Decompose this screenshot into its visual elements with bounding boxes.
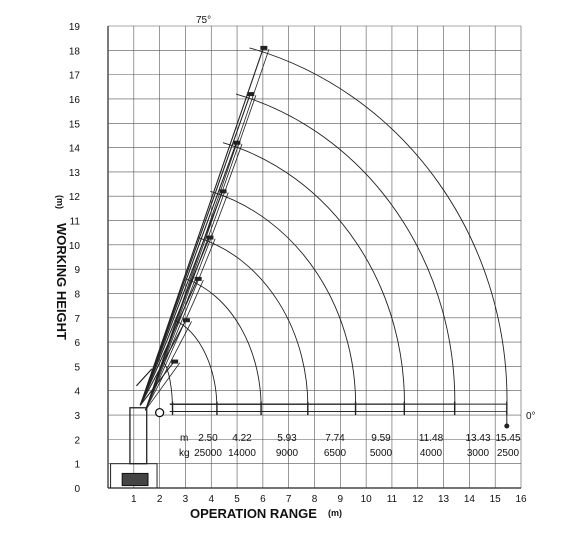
- raised-boom-section-edge: [145, 321, 192, 411]
- y-tick-label: 15: [69, 119, 81, 130]
- x-tick-label: 2: [157, 494, 163, 505]
- y-tick-label: 6: [74, 338, 80, 349]
- crane-column: [129, 407, 148, 465]
- tick-labels: 1 2 3 4 5 6 7 8 9 10 11 12 13 14 15 1601234567891011121…: [69, 22, 527, 505]
- x-tick-label: 5: [234, 494, 240, 505]
- raised-boom-tip: [260, 45, 268, 50]
- x-tick-label: 16: [515, 494, 527, 505]
- reach-value: 15.45: [495, 433, 520, 444]
- reach-value: 9.59: [371, 433, 391, 444]
- reach-arc: [185, 278, 262, 413]
- x-axis-title: OPERATION RANGE (m): [190, 506, 342, 521]
- x-tick-label: 13: [438, 494, 450, 505]
- y-tick-label: 12: [69, 192, 81, 203]
- raised-boom-section: [139, 191, 224, 406]
- boom-pivot: [154, 407, 165, 418]
- x-axis-label: OPERATION RANGE: [190, 506, 317, 521]
- reach-arc: [249, 47, 508, 413]
- raised-boom-tip: [219, 189, 227, 194]
- load-value: 5000: [370, 448, 393, 459]
- raised-boom-section-edge: [145, 362, 181, 411]
- x-tick-label: 10: [361, 494, 373, 505]
- y-tick-label: 19: [69, 22, 81, 33]
- x-tick-label: 7: [286, 494, 292, 505]
- x-tick-label: 9: [338, 494, 344, 505]
- grid: [107, 25, 522, 489]
- y-tick-label: 5: [74, 362, 80, 373]
- y-axis-unit: (m): [55, 195, 65, 209]
- x-tick-label: 4: [208, 494, 214, 505]
- y-tick-label: 7: [74, 314, 80, 325]
- reach-arc: [235, 93, 456, 413]
- reach-arcs: [162, 47, 508, 413]
- x-tick-label: 6: [260, 494, 266, 505]
- raised-boom-section: [139, 47, 264, 406]
- y-tick-label: 4: [74, 387, 80, 398]
- y-tick-label: 2: [74, 435, 80, 446]
- angle-bottom-label: 0°: [526, 411, 536, 422]
- x-tick-label: 8: [312, 494, 318, 505]
- y-tick-label: 17: [69, 71, 81, 82]
- reach-arc: [222, 142, 405, 413]
- raised-boom-tip: [194, 276, 202, 281]
- y-tick-label: 1: [74, 460, 80, 471]
- capacity-table: 2.50 4.22 5.93 7.74 9.59 11.48 13.43 15.45 25000…: [194, 433, 521, 459]
- reach-row-label: m: [180, 433, 188, 444]
- raised-boom-tip: [182, 318, 190, 323]
- raised-boom-section-edge: [145, 48, 270, 411]
- y-tick-label: 8: [74, 289, 80, 300]
- raised-boom-tip: [171, 359, 179, 364]
- angle-top-label: 75°: [196, 15, 211, 26]
- reach-value: 2.50: [198, 433, 218, 444]
- y-tick-label: 10: [69, 241, 81, 252]
- crane-outrigger-block: [121, 472, 149, 487]
- reach-arc: [197, 237, 309, 413]
- raised-boom-section-edge: [145, 95, 257, 411]
- y-tick-label: 0: [74, 484, 80, 495]
- x-tick-label: 12: [412, 494, 424, 505]
- x-tick-label: 11: [387, 494, 398, 505]
- raised-boom-section-edge: [145, 279, 204, 411]
- y-tick-label: 9: [74, 265, 80, 276]
- reach-value: 4.22: [232, 433, 252, 444]
- reach-value: 5.93: [277, 433, 297, 444]
- y-tick-label: 16: [69, 95, 81, 106]
- x-tick-label: 14: [464, 494, 476, 505]
- reach-value: 7.74: [325, 433, 345, 444]
- raised-boom-section-edge: [145, 143, 243, 411]
- y-axis-title: WORKING HEIGHT (m): [54, 195, 69, 340]
- x-axis-unit: (m): [328, 508, 342, 518]
- load-value: 2500: [497, 448, 520, 459]
- y-tick-label: 13: [69, 168, 81, 179]
- y-tick-label: 3: [74, 411, 80, 422]
- load-value: 9000: [276, 448, 299, 459]
- x-tick-label: 15: [490, 494, 502, 505]
- y-axis-label: WORKING HEIGHT: [54, 223, 69, 340]
- raised-boom-tip: [206, 235, 214, 240]
- y-tick-label: 18: [69, 46, 81, 57]
- load-value: 25000: [194, 448, 222, 459]
- y-tick-label: 14: [69, 144, 81, 155]
- crane-drawing: [110, 45, 510, 489]
- load-value: 14000: [228, 448, 256, 459]
- x-tick-label: 3: [183, 494, 189, 505]
- raised-boom-section-edge: [145, 192, 229, 411]
- load-row-label: kg: [179, 448, 190, 459]
- x-tick-label: 1: [131, 494, 137, 505]
- raised-boom-section-edge: [145, 238, 216, 411]
- load-value: 6500: [324, 448, 347, 459]
- load-value: 3000: [467, 448, 490, 459]
- load-value: 4000: [420, 448, 443, 459]
- hook: [504, 423, 510, 429]
- reach-value: 11.48: [419, 433, 444, 444]
- reach-arc: [210, 190, 357, 413]
- raised-boom-tip: [247, 92, 255, 97]
- lift-cylinder: [135, 368, 153, 387]
- y-tick-label: 11: [70, 217, 81, 228]
- reach-value: 13.43: [465, 433, 490, 444]
